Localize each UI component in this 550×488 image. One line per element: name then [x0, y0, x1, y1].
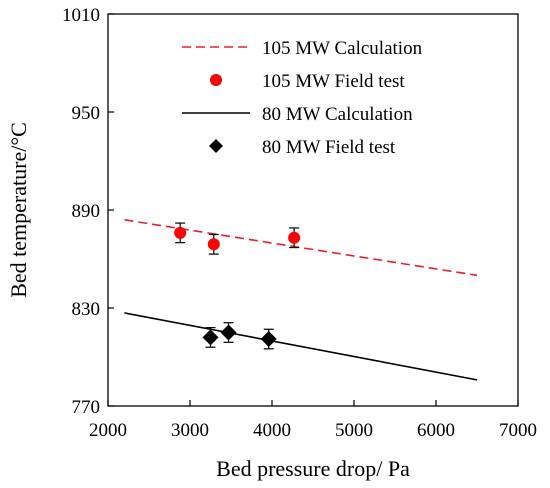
- data-point: [260, 328, 277, 350]
- y-tick-label: 890: [72, 201, 101, 222]
- point-marker: [220, 324, 237, 341]
- legend-item: 80 MW Calculation: [182, 104, 413, 125]
- data-point: [207, 233, 220, 255]
- data-point: [202, 327, 219, 348]
- point-marker: [288, 231, 301, 244]
- point-marker: [260, 331, 277, 348]
- axis-tick-labels: 2000 3000 4000 5000 6000 7000 770 830 890 950 1010: [62, 5, 537, 441]
- x-tick-label: 7000: [499, 420, 537, 441]
- y-tick-label: 950: [72, 103, 101, 124]
- legend-label: 105 MW Calculation: [262, 38, 423, 59]
- legend-item: 105 MW Field test: [210, 71, 405, 92]
- y-tick-label: 770: [72, 397, 101, 418]
- series-line-2: [124, 312, 478, 381]
- point-marker: [174, 226, 187, 239]
- legend: 105 MW Calculation 105 MW Field test 80 MW…: [182, 38, 423, 158]
- data-point: [288, 227, 301, 249]
- x-tick-label: 4000: [253, 420, 291, 441]
- x-tick-label: 5000: [335, 420, 373, 441]
- data-point: [220, 322, 237, 343]
- data-point: [174, 222, 187, 244]
- legend-marker-symbol: [209, 139, 223, 153]
- legend-label: 80 MW Field test: [262, 137, 396, 158]
- x-tick-label: 3000: [171, 420, 209, 441]
- series-lines: [124, 219, 478, 381]
- point-marker: [202, 329, 219, 346]
- x-axis-label: Bed pressure drop/ Pa: [216, 456, 410, 481]
- point-marker: [207, 238, 220, 251]
- legend-label: 80 MW Calculation: [262, 104, 413, 125]
- legend-label: 105 MW Field test: [262, 71, 405, 92]
- axis-ticks: [107, 13, 519, 407]
- y-tick-label: 1010: [62, 5, 100, 26]
- y-tick-label: 830: [72, 299, 101, 320]
- y-axis-label: Bed temperature/°C: [6, 122, 31, 298]
- x-tick-label: 2000: [89, 420, 127, 441]
- legend-marker-symbol: [210, 74, 222, 86]
- legend-item: 80 MW Field test: [209, 137, 396, 158]
- x-tick-label: 6000: [417, 420, 455, 441]
- series-markers: [174, 222, 301, 350]
- legend-item: 105 MW Calculation: [182, 38, 423, 59]
